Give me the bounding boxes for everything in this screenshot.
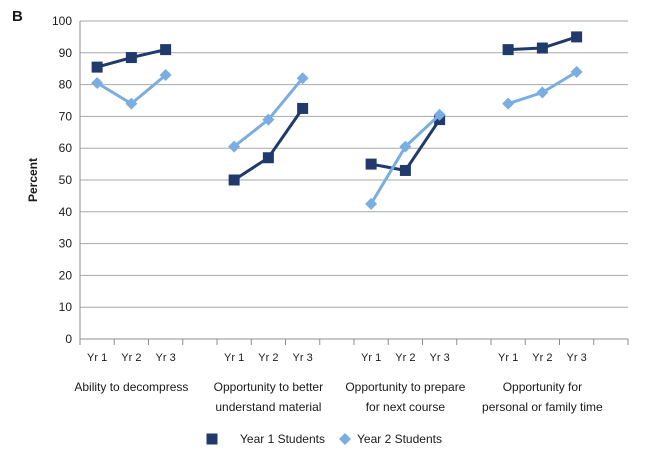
y-tick-label: 50 (59, 173, 73, 187)
year-tick-label: Yr 3 (293, 352, 313, 364)
year-tick-label: Yr 2 (532, 352, 552, 364)
year-2-students-line (369, 113, 441, 205)
year-2-students-point (502, 97, 515, 110)
y-tick-label: 80 (59, 78, 73, 92)
year-2-students-point (536, 86, 549, 99)
year-tick-label: Yr 1 (87, 352, 107, 364)
year-tick-label: Yr 3 (567, 352, 587, 364)
year-1-students-point (125, 52, 137, 64)
x-axis: Yr 1 Yr 2 Yr 3 Ability to decompress Yr 1 Yr … (74, 339, 629, 414)
year-tick-label: Yr 1 (361, 352, 381, 364)
legend: Year 1 Students Year 2 Students (206, 432, 442, 446)
year-2-students-point (262, 113, 275, 126)
category-label: understand material (215, 400, 321, 414)
y-tick-label: 90 (59, 46, 73, 60)
gridlines (80, 20, 628, 340)
category-label: for next course (366, 400, 446, 414)
y-tick-label: 40 (59, 205, 73, 219)
year-tick-label: Yr 3 (430, 352, 450, 364)
year-2-students-point (570, 65, 583, 78)
year-tick-label: Yr 2 (121, 352, 141, 364)
legend-label: Year 2 Students (357, 432, 442, 446)
year-tick-label: Yr 2 (258, 352, 278, 364)
year-2-students-point (228, 140, 241, 153)
category-label: personal or family time (482, 400, 603, 414)
series-lines (91, 31, 583, 210)
y-tick-label: 30 (59, 237, 73, 251)
y-tick-label: 100 (52, 14, 72, 28)
year-1-students-point (160, 44, 172, 56)
year-tick-label: Yr 1 (224, 352, 244, 364)
category-label: Opportunity to better (214, 380, 323, 394)
year-1-students-point (571, 31, 583, 43)
year-1-students-point (297, 102, 309, 114)
panel-label: B (12, 8, 23, 25)
year-1-students-point (262, 152, 274, 164)
year-1-students-point (399, 164, 411, 176)
year-tick-label: Yr 1 (498, 352, 518, 364)
year-2-students-point (125, 97, 138, 110)
category-label: Opportunity for (503, 380, 582, 394)
year-tick-label: Yr 3 (156, 352, 176, 364)
year-2-students-line (233, 77, 304, 148)
y-tick-label: 20 (59, 268, 73, 282)
legend-marker (206, 433, 218, 445)
year-1-students-point (91, 61, 103, 73)
category-label: Opportunity to prepare (345, 380, 465, 394)
y-tick-label: 60 (59, 141, 73, 155)
legend-label: Year 1 Students (240, 432, 325, 446)
year-1-students-point (502, 44, 514, 56)
year-tick-label: Yr 2 (395, 352, 415, 364)
year-2-students-point (91, 77, 104, 90)
year-2-students-point (433, 108, 446, 121)
year-2-students-point (159, 69, 172, 82)
y-ticks: 0 10 20 30 40 50 60 70 80 90 100 (52, 14, 81, 346)
legend-marker (339, 433, 351, 445)
y-tick-label: 0 (65, 332, 72, 346)
year-2-students-point (365, 197, 378, 210)
year-2-students-point (399, 140, 412, 153)
category-label: Ability to decompress (74, 380, 188, 394)
y-axis-label: Percent (26, 158, 40, 202)
year-1-students-point (365, 158, 377, 170)
y-tick-label: 10 (59, 300, 73, 314)
year-1-students-point (536, 42, 548, 54)
y-tick-label: 70 (59, 109, 73, 123)
year-1-students-point (228, 174, 240, 186)
year-2-students-point (296, 72, 309, 85)
